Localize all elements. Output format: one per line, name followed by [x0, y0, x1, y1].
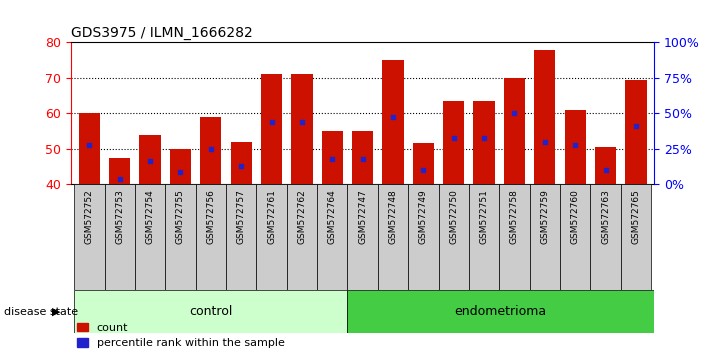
- Bar: [565, 110, 586, 184]
- FancyBboxPatch shape: [135, 184, 165, 290]
- Text: GSM572755: GSM572755: [176, 189, 185, 244]
- Bar: [170, 149, 191, 184]
- FancyBboxPatch shape: [287, 184, 317, 290]
- FancyBboxPatch shape: [74, 184, 105, 290]
- Text: GSM572763: GSM572763: [601, 189, 610, 244]
- Text: GSM572749: GSM572749: [419, 189, 428, 244]
- Bar: [352, 131, 373, 184]
- Bar: [292, 74, 313, 184]
- Text: GSM572762: GSM572762: [297, 189, 306, 244]
- Bar: [79, 113, 100, 184]
- Bar: [595, 147, 616, 184]
- Text: GSM572757: GSM572757: [237, 189, 245, 244]
- Text: GSM572753: GSM572753: [115, 189, 124, 244]
- FancyBboxPatch shape: [590, 184, 621, 290]
- Text: GSM572759: GSM572759: [540, 189, 550, 244]
- FancyBboxPatch shape: [257, 184, 287, 290]
- Text: GSM572751: GSM572751: [480, 189, 488, 244]
- FancyBboxPatch shape: [348, 290, 654, 333]
- Legend: count, percentile rank within the sample: count, percentile rank within the sample: [77, 322, 284, 348]
- FancyBboxPatch shape: [105, 184, 135, 290]
- FancyBboxPatch shape: [196, 184, 226, 290]
- Bar: [534, 50, 555, 184]
- Text: control: control: [189, 305, 232, 318]
- Bar: [443, 101, 464, 184]
- FancyBboxPatch shape: [469, 184, 499, 290]
- Text: ▶: ▶: [52, 307, 60, 316]
- Text: GSM572761: GSM572761: [267, 189, 276, 244]
- Text: GSM572764: GSM572764: [328, 189, 337, 244]
- Bar: [474, 101, 495, 184]
- Text: endometrioma: endometrioma: [455, 305, 547, 318]
- FancyBboxPatch shape: [165, 184, 196, 290]
- Text: GDS3975 / ILMN_1666282: GDS3975 / ILMN_1666282: [71, 26, 253, 40]
- FancyBboxPatch shape: [621, 184, 651, 290]
- FancyBboxPatch shape: [499, 184, 530, 290]
- Bar: [321, 131, 343, 184]
- Text: GSM572760: GSM572760: [571, 189, 579, 244]
- Bar: [504, 78, 525, 184]
- Bar: [412, 143, 434, 184]
- Text: GSM572756: GSM572756: [206, 189, 215, 244]
- Text: GSM572758: GSM572758: [510, 189, 519, 244]
- FancyBboxPatch shape: [530, 184, 560, 290]
- FancyBboxPatch shape: [74, 290, 348, 333]
- Text: GSM572754: GSM572754: [146, 189, 154, 244]
- Bar: [625, 80, 646, 184]
- FancyBboxPatch shape: [378, 184, 408, 290]
- FancyBboxPatch shape: [560, 184, 590, 290]
- Text: GSM572747: GSM572747: [358, 189, 367, 244]
- Bar: [230, 142, 252, 184]
- Bar: [109, 158, 130, 184]
- Text: GSM572750: GSM572750: [449, 189, 458, 244]
- Text: GSM572752: GSM572752: [85, 189, 94, 244]
- Bar: [261, 74, 282, 184]
- FancyBboxPatch shape: [408, 184, 439, 290]
- FancyBboxPatch shape: [348, 184, 378, 290]
- Bar: [201, 117, 221, 184]
- Text: GSM572765: GSM572765: [631, 189, 641, 244]
- Text: GSM572748: GSM572748: [388, 189, 397, 244]
- Bar: [383, 60, 404, 184]
- Bar: [139, 135, 161, 184]
- FancyBboxPatch shape: [439, 184, 469, 290]
- Text: disease state: disease state: [4, 307, 77, 316]
- FancyBboxPatch shape: [317, 184, 348, 290]
- FancyBboxPatch shape: [226, 184, 257, 290]
